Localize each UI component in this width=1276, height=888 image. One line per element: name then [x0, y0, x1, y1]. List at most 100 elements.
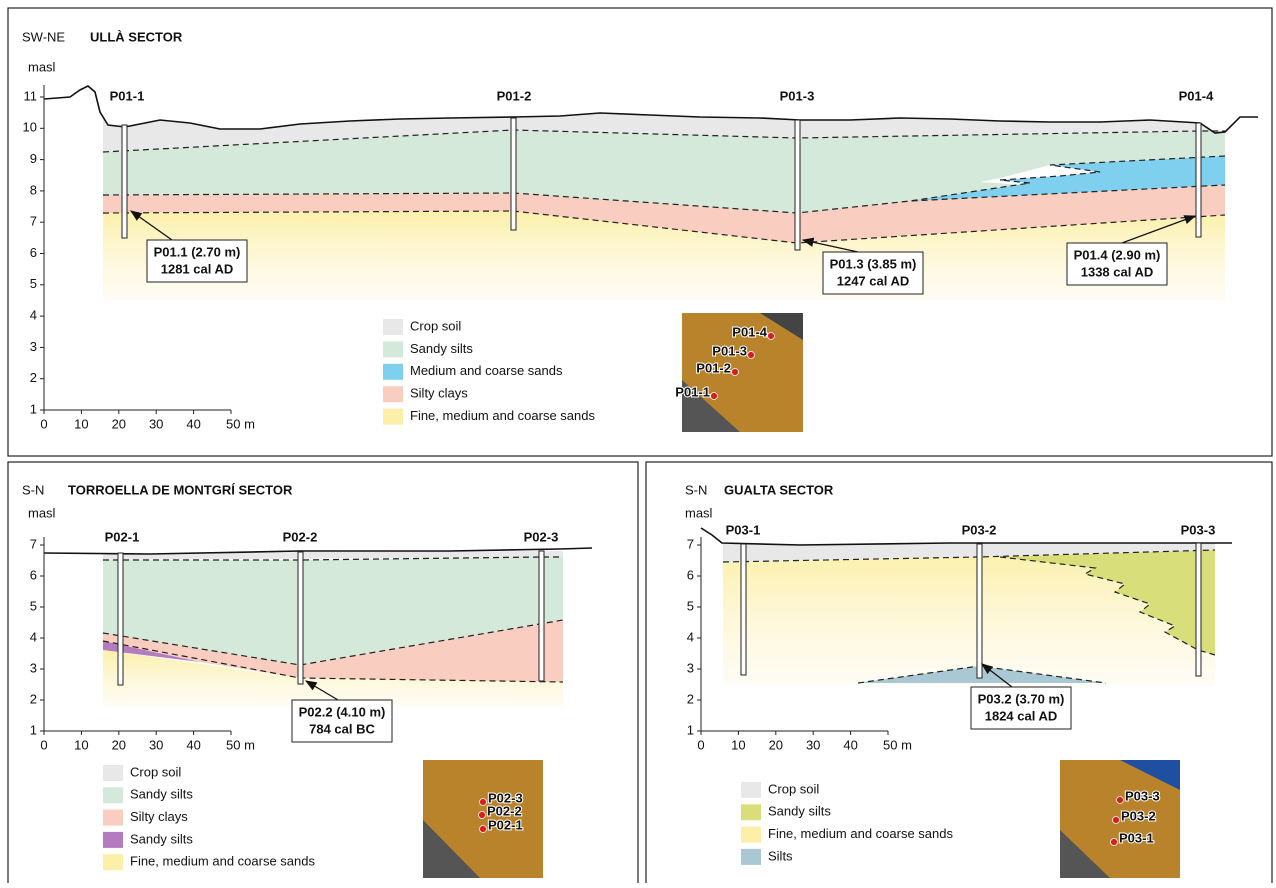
y-tick-label: 5	[687, 598, 694, 613]
map-label: P03-1	[1119, 830, 1154, 845]
date-sample: P01.1 (2.70 m)	[154, 244, 241, 259]
x-tick-label: 20	[769, 737, 783, 752]
map-label: P01-4	[732, 324, 767, 339]
legend-swatch	[383, 409, 403, 425]
map-point	[732, 369, 739, 376]
x-tick-label: 50 m	[226, 737, 255, 752]
legend-label: Crop soil	[410, 318, 461, 333]
map-point	[480, 799, 487, 806]
y-tick-label: 10	[23, 120, 37, 135]
legend-label: Fine, medium and coarse sands	[410, 408, 595, 423]
legend-swatch	[103, 765, 123, 781]
orientation: SW-NE	[22, 29, 65, 44]
x-tick-label: 50 m	[883, 737, 912, 752]
y-tick-label: 5	[30, 276, 37, 291]
map-point	[768, 333, 775, 340]
map-label: P03-3	[1125, 788, 1160, 803]
figure: SW-NEULLÀ SECTORmasl12345678910110102030…	[0, 0, 1276, 883]
y-tick-label: 2	[30, 691, 37, 706]
borehole-label: P03-1	[726, 522, 761, 537]
legend-label: Crop soil	[768, 781, 819, 796]
map-point	[480, 826, 487, 833]
borehole-label: P01-4	[1179, 88, 1214, 103]
y-axis-unit: masl	[28, 505, 56, 520]
borehole-label: P02-3	[524, 529, 559, 544]
legend-swatch	[103, 832, 123, 848]
legend-swatch	[103, 854, 123, 870]
map-label: P03-2	[1121, 808, 1156, 823]
x-tick-label: 10	[74, 416, 88, 431]
x-tick-label: 0	[697, 737, 704, 752]
legend-label: Crop soil	[130, 764, 181, 779]
legend-swatch	[741, 827, 761, 843]
borehole-label: P02-1	[105, 529, 140, 544]
x-tick-label: 40	[186, 416, 200, 431]
panel-title: GUALTA SECTOR	[724, 482, 834, 497]
x-tick-label: 30	[806, 737, 820, 752]
borehole-label: P03-2	[962, 522, 997, 537]
borehole-label: P01-2	[497, 88, 532, 103]
legend-label: Silts	[768, 848, 793, 863]
borehole-label: P01-1	[110, 88, 145, 103]
legend-swatch	[383, 319, 403, 335]
date-age: 1247 cal AD	[837, 273, 910, 288]
map-point	[711, 393, 718, 400]
legend-swatch	[383, 341, 403, 357]
legend-label: Sandy silts	[768, 804, 831, 819]
y-tick-label: 6	[687, 567, 694, 582]
x-tick-label: 20	[112, 416, 126, 431]
y-axis-unit: masl	[685, 505, 713, 520]
borehole-label: P01-3	[780, 88, 815, 103]
map-point	[1117, 797, 1124, 804]
y-tick-label: 3	[30, 660, 37, 675]
legend-label: Silty clays	[410, 386, 468, 401]
map-point	[479, 812, 486, 819]
legend-label: Silty clays	[130, 809, 188, 824]
y-tick-label: 8	[30, 182, 37, 197]
y-tick-label: 7	[687, 536, 694, 551]
legend-swatch	[741, 782, 761, 798]
y-tick-label: 3	[30, 339, 37, 354]
y-tick-label: 11	[24, 88, 38, 103]
y-tick-label: 6	[30, 567, 37, 582]
map-point	[748, 352, 755, 359]
y-tick-label: 1	[30, 401, 37, 416]
date-age: 1824 cal AD	[985, 708, 1058, 723]
legend-swatch	[741, 804, 761, 820]
y-tick-label: 4	[687, 629, 694, 644]
map-point	[1111, 839, 1118, 846]
legend-swatch	[103, 810, 123, 826]
legend-swatch	[383, 386, 403, 402]
map-label: P02-2	[487, 803, 522, 818]
x-tick-label: 0	[40, 737, 47, 752]
date-age: 1338 cal AD	[1081, 264, 1154, 279]
x-tick-label: 30	[149, 416, 163, 431]
map-label: P01-3	[712, 343, 747, 358]
y-tick-label: 7	[30, 214, 37, 229]
x-tick-label: 10	[731, 737, 745, 752]
y-tick-label: 4	[30, 308, 37, 323]
panel-title: TORROELLA DE MONTGRÍ SECTOR	[68, 482, 293, 497]
borehole-label: P03-3	[1181, 522, 1216, 537]
date-sample: P02.2 (4.10 m)	[299, 704, 386, 719]
borehole-label: P02-2	[283, 529, 318, 544]
date-sample: P03.2 (3.70 m)	[978, 691, 1065, 706]
x-tick-label: 40	[843, 737, 857, 752]
date-sample: P01.3 (3.85 m)	[830, 256, 917, 271]
x-tick-label: 0	[40, 416, 47, 431]
y-tick-label: 6	[30, 245, 37, 260]
y-tick-label: 5	[30, 598, 37, 613]
map-label: P01-1	[675, 384, 710, 399]
x-tick-label: 30	[149, 737, 163, 752]
y-tick-label: 1	[687, 722, 694, 737]
map-point	[1113, 817, 1120, 824]
legend-label: Sandy silts	[130, 787, 193, 802]
y-tick-label: 7	[30, 536, 37, 551]
y-tick-label: 2	[30, 370, 37, 385]
y-axis-unit: masl	[28, 59, 56, 74]
legend-label: Sandy silts	[130, 831, 193, 846]
legend-label: Fine, medium and coarse sands	[768, 826, 953, 841]
date-sample: P01.4 (2.90 m)	[1074, 247, 1161, 262]
x-tick-label: 40	[186, 737, 200, 752]
legend-label: Medium and coarse sands	[410, 363, 563, 378]
